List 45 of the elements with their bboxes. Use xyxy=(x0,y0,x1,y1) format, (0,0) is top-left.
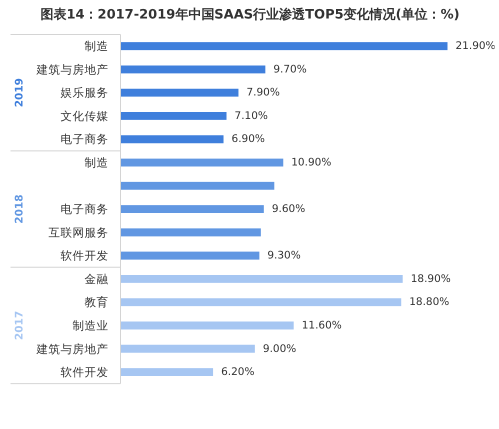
data-label: 9.30% xyxy=(267,250,301,262)
y-tick-label: 娱乐服务 xyxy=(60,86,108,100)
text: 2018 xyxy=(14,194,26,224)
bar xyxy=(120,182,274,190)
y-tick-label: 教育 xyxy=(84,295,108,310)
data-label: 11.60% xyxy=(302,319,342,332)
y-tick-label: 建筑与房地产 xyxy=(36,342,108,356)
text: 2019 xyxy=(14,78,26,108)
y-tick-label: 建筑与房地产 xyxy=(36,62,108,76)
bar xyxy=(120,252,260,260)
bar xyxy=(120,42,448,50)
bar xyxy=(120,88,238,97)
bar xyxy=(120,344,255,353)
y-tick-label: 电子商务 xyxy=(60,132,108,146)
y-tick-label: 制造 xyxy=(84,156,108,170)
data-label: 9.60% xyxy=(272,203,306,216)
data-label: 9.70% xyxy=(273,63,307,76)
y-tick-label: 制造业 xyxy=(72,318,108,332)
y-tick-label: 软件开发 xyxy=(60,365,108,380)
data-label: 18.80% xyxy=(409,296,450,308)
y-tick-label: 文化传媒 xyxy=(60,108,108,123)
bar xyxy=(120,368,214,376)
y-tick-label: 电子商务 xyxy=(60,202,108,216)
y-tick-label: 制造 xyxy=(84,39,108,54)
chart-title: 图表14：2017-2019年中国SAAS行业渗透TOP5变化情况(单位：%) xyxy=(40,6,460,22)
data-label: 10.90% xyxy=(291,156,332,169)
data-label: 6.90% xyxy=(232,133,265,146)
data-label: 7.90% xyxy=(246,86,280,99)
bar xyxy=(120,135,224,144)
y-tick-label: 软件开发 xyxy=(60,248,108,263)
data-label: 7.10% xyxy=(234,110,268,122)
y-tick-label: 互联网服务 xyxy=(48,225,108,240)
bar xyxy=(120,158,284,166)
bar xyxy=(120,322,294,330)
y-tick-label: 金融 xyxy=(84,272,108,286)
bar xyxy=(120,274,403,283)
bar xyxy=(120,205,264,214)
bar xyxy=(120,112,227,120)
bar xyxy=(120,65,266,74)
data-label: 6.20% xyxy=(221,366,254,378)
data-label: 18.90% xyxy=(410,272,451,285)
data-label: 9.00% xyxy=(262,342,296,355)
text: 2017 xyxy=(14,310,26,340)
bar xyxy=(120,228,261,236)
bar xyxy=(120,298,402,306)
